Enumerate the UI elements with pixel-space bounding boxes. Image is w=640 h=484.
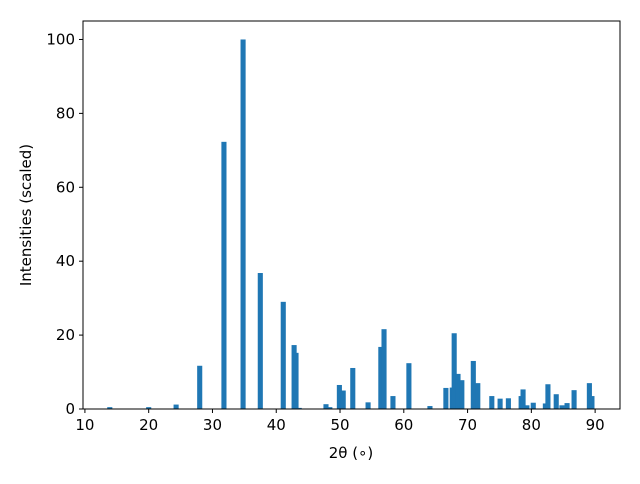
bar — [427, 406, 433, 409]
bar — [146, 407, 152, 409]
bar — [455, 373, 461, 409]
bar — [571, 390, 577, 409]
bar — [489, 396, 495, 409]
x-tick-label: 40 — [267, 416, 286, 434]
bar — [107, 407, 113, 409]
bar — [589, 396, 595, 409]
x-tick-label: 70 — [458, 416, 477, 434]
y-tick-label: 80 — [56, 104, 75, 122]
bar — [470, 360, 476, 409]
bar — [365, 402, 371, 409]
y-tick-label: 40 — [56, 252, 75, 270]
bar — [340, 390, 346, 409]
bar — [296, 407, 302, 409]
bar — [497, 398, 503, 409]
y-tick-label: 100 — [46, 30, 75, 48]
bar — [520, 389, 526, 409]
bar — [350, 367, 356, 409]
bar — [586, 383, 592, 409]
bar — [257, 273, 263, 409]
x-tick-label: 60 — [394, 416, 413, 434]
bar — [280, 301, 286, 409]
bar — [475, 383, 481, 409]
bar — [451, 333, 457, 409]
x-tick-label: 10 — [75, 416, 94, 434]
bar — [443, 387, 449, 409]
bar — [564, 403, 570, 409]
y-tick-label: 20 — [56, 326, 75, 344]
bar — [459, 380, 465, 409]
bar — [293, 352, 299, 409]
x-tick-label: 30 — [203, 416, 222, 434]
bar — [524, 405, 530, 409]
bar — [336, 384, 342, 409]
bar — [327, 407, 333, 409]
bar — [559, 405, 565, 409]
bar — [381, 329, 387, 409]
x-tick-label: 50 — [330, 416, 349, 434]
bar — [530, 402, 536, 409]
x-axis-label: 2θ (∘) — [329, 444, 374, 462]
bar — [545, 384, 551, 409]
bar — [505, 398, 511, 409]
bar — [173, 404, 179, 409]
bar — [221, 141, 227, 409]
x-tick-label: 20 — [139, 416, 158, 434]
bar — [240, 39, 246, 409]
plot-frame — [82, 20, 621, 410]
bar — [323, 404, 329, 409]
bar — [406, 363, 412, 409]
y-tick-label: 60 — [56, 178, 75, 196]
y-axis-label: Intensities (scaled) — [17, 144, 35, 286]
bar — [553, 394, 559, 409]
bar — [378, 346, 384, 409]
bar — [197, 365, 203, 409]
y-tick-label: 0 — [65, 400, 75, 418]
bar — [390, 396, 396, 409]
x-tick-label: 80 — [522, 416, 541, 434]
x-tick-label: 90 — [586, 416, 605, 434]
